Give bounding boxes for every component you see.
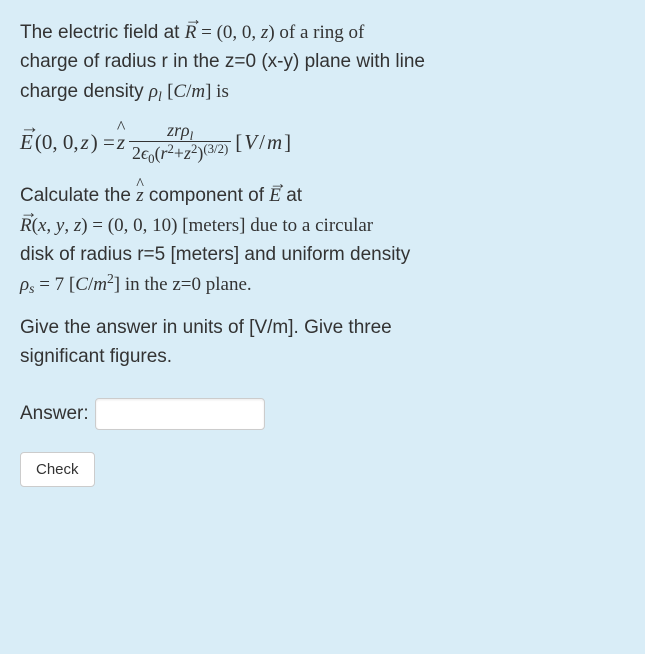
- field-equation: →E (0, 0, z) = ^z zrρl 2ϵ0(r2+z2)(3/2) […: [20, 120, 625, 163]
- fraction: zrρl 2ϵ0(r2+z2)(3/2): [129, 120, 231, 163]
- text: The electric field at: [20, 22, 185, 43]
- unit-V: V: [244, 126, 257, 159]
- calc-paragraph: Calculate the ^z component of →E at →R(x…: [20, 181, 625, 299]
- text: component of: [149, 185, 269, 206]
- answer-input[interactable]: [95, 398, 265, 430]
- question-panel: The electric field at →R = (0, 0, z) of …: [0, 0, 645, 654]
- rho-l-sub: l: [158, 89, 162, 104]
- rho-s: ρ: [20, 274, 29, 295]
- text: = 7 [: [34, 274, 75, 295]
- intro-paragraph: The electric field at →R = (0, 0, z) of …: [20, 18, 625, 106]
- text: [: [235, 126, 242, 159]
- den-pow: (3/2): [203, 142, 228, 156]
- text: ) of a ring of: [268, 22, 364, 43]
- text: ] is: [205, 81, 229, 102]
- den-2: 2: [132, 143, 141, 163]
- text: = (0, 0,: [201, 22, 261, 43]
- text: ] in the z=0 plane.: [114, 274, 252, 295]
- m-exp: 2: [107, 271, 114, 286]
- text: Give the answer in units of [V/m]. Give …: [20, 317, 392, 338]
- text: ) = (0, 0, 10) [meters] due to a circula…: [81, 215, 373, 236]
- text: charge of radius r in the z=0 (x-y) plan…: [20, 51, 425, 72]
- num-rho-sub: l: [190, 129, 194, 143]
- instructions: Give the answer in units of [V/m]. Give …: [20, 313, 625, 372]
- num-rho: ρ: [181, 120, 190, 140]
- den-r-exp: 2: [168, 142, 174, 156]
- unit-C: C: [173, 81, 186, 102]
- text: ,: [46, 215, 56, 236]
- answer-row: Answer:: [20, 398, 625, 430]
- den-z-exp: 2: [191, 142, 197, 156]
- text: Calculate the: [20, 185, 136, 206]
- unit-m: m: [93, 274, 107, 295]
- text: at: [286, 185, 302, 206]
- text: ]: [284, 126, 291, 159]
- text: charge density: [20, 81, 149, 102]
- answer-label: Answer:: [20, 399, 89, 428]
- den-r: r: [161, 143, 168, 163]
- text: ) =: [91, 126, 115, 159]
- unit-m: m: [191, 81, 205, 102]
- den-z: z: [184, 143, 191, 163]
- rho-s-sub: s: [29, 281, 34, 296]
- text: disk of radius r=5 [meters] and uniform …: [20, 244, 410, 265]
- text: ,: [64, 215, 74, 236]
- text: significant figures.: [20, 346, 172, 367]
- check-button[interactable]: Check: [20, 452, 95, 487]
- num-r: r: [174, 120, 181, 140]
- unit-m: m: [267, 126, 282, 159]
- var-z: z: [81, 126, 89, 159]
- text: (0, 0,: [35, 126, 79, 159]
- den-eps-sub: 0: [148, 152, 154, 166]
- unit-C: C: [75, 274, 88, 295]
- den-plus: +: [174, 143, 184, 163]
- text: /: [259, 126, 265, 159]
- rho-l: ρ: [149, 81, 158, 102]
